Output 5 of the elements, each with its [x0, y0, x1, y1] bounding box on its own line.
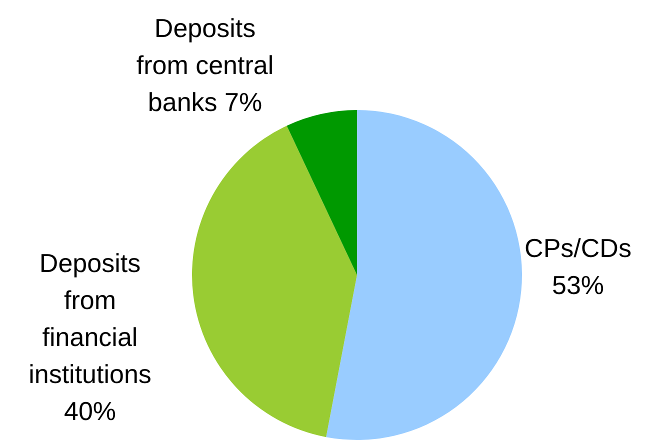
data-label: 40%	[64, 396, 116, 426]
slice-label: CPs/CDs	[524, 233, 632, 264]
slice-label: Deposits from financial institutions	[28, 248, 152, 390]
slice-label: Deposits from central banks 7%	[136, 13, 274, 118]
data-label: 53%	[552, 270, 604, 300]
